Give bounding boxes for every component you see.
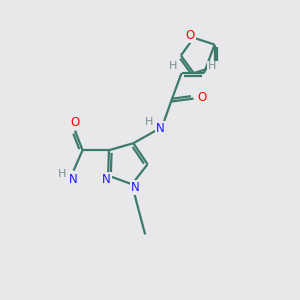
Text: N: N [131, 182, 140, 194]
Text: H: H [145, 117, 154, 127]
Text: O: O [197, 91, 207, 103]
Text: H: H [208, 61, 217, 71]
Text: N: N [102, 173, 111, 186]
Text: O: O [185, 29, 195, 42]
Text: H: H [169, 61, 177, 71]
Text: H: H [58, 169, 66, 179]
Text: O: O [70, 116, 80, 129]
Text: N: N [156, 122, 165, 135]
Text: N: N [69, 173, 78, 186]
